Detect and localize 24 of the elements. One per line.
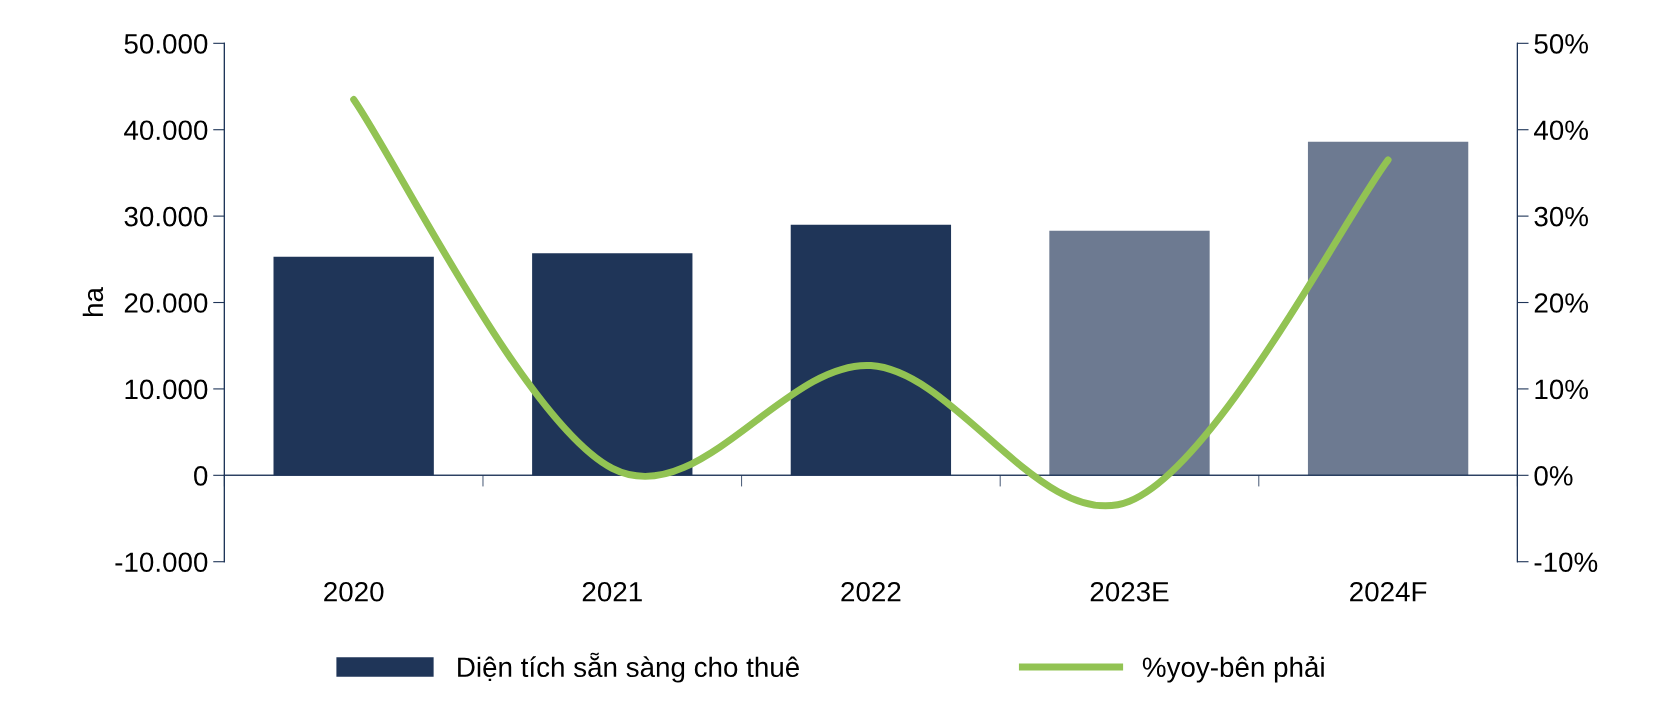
x-tick-label: 2021 [582, 581, 642, 602]
y-tick-label: 0 [194, 465, 208, 486]
y2-tick-label: 40% [1534, 120, 1588, 141]
x-tick-label: 2024F [1350, 581, 1427, 602]
x-tick-label: 2023E [1090, 581, 1169, 602]
y-tick-label: 10.000 [125, 379, 208, 400]
y-tick-label: 40.000 [124, 120, 208, 141]
y2-tick-label: 50% [1534, 33, 1588, 54]
y2-tick-label: 10% [1535, 379, 1588, 400]
y2-tick-label: 20% [1534, 293, 1588, 313]
y2-tick-label: -10% [1534, 552, 1598, 573]
legend-label: %yoy-bên phải [1142, 656, 1324, 683]
y2-tick-label: 30% [1534, 206, 1588, 227]
bar [1049, 230, 1210, 476]
y-axis-title: ha [82, 287, 104, 317]
bar [1307, 141, 1469, 476]
y-tick-label: 20.000 [124, 293, 208, 313]
y2-tick-label: 0% [1534, 465, 1573, 486]
y-tick-label: 30.000 [124, 206, 208, 227]
x-tick-label: 2022 [841, 581, 901, 602]
y-tick-label: 50.000 [124, 33, 208, 54]
legend-label: Diện tích sẵn sàng cho thuê [458, 652, 799, 683]
x-tick-label: 2020 [324, 581, 384, 602]
y-tick-label: -10.000 [115, 552, 208, 573]
